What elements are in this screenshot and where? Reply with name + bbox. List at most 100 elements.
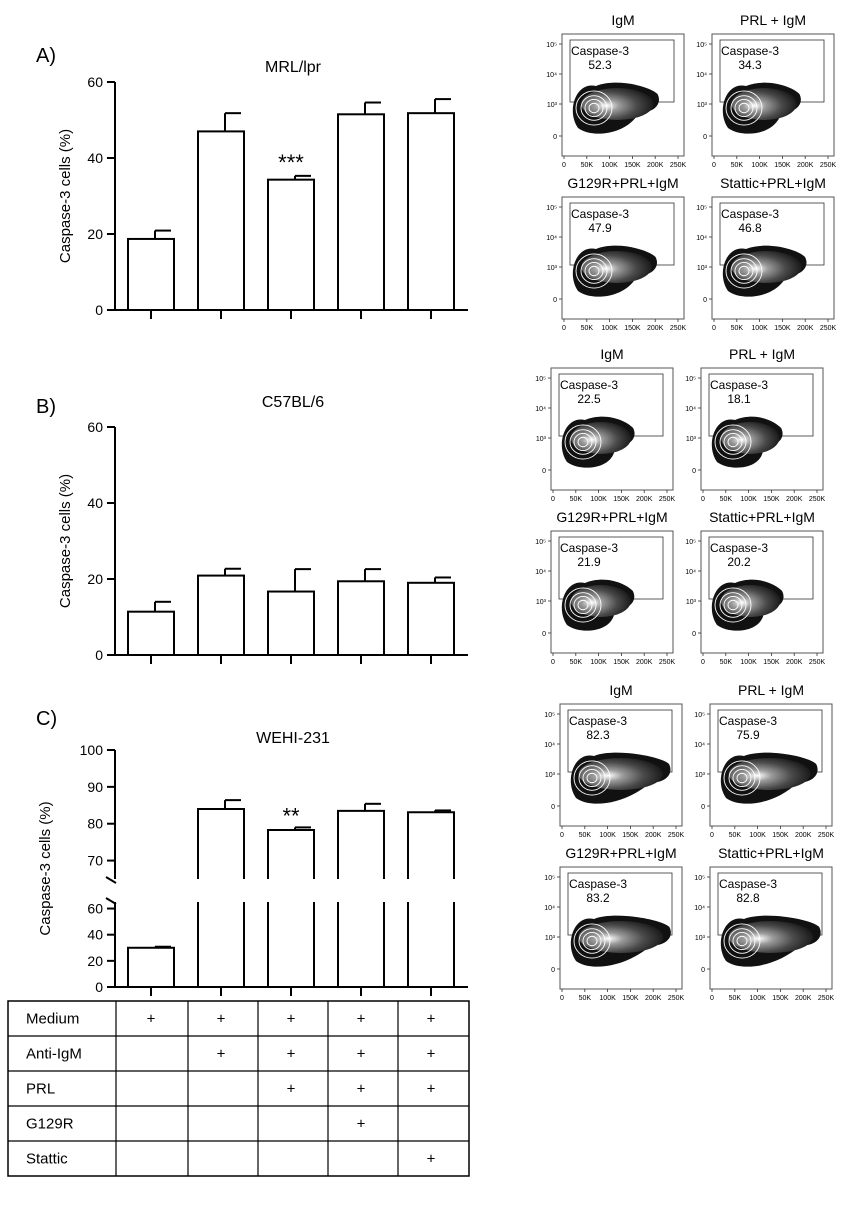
x-tick-label: 200K xyxy=(797,325,814,332)
y-tick-label: 10⁵ xyxy=(696,42,707,49)
y-tick-label: 60 xyxy=(87,901,103,917)
flow-plot: IgM Caspase-352.3 0 50K 100K 150K 200K 250K 0 10³… xyxy=(546,12,686,169)
gate-label: Caspase-3 xyxy=(569,714,627,728)
panel-label: C) xyxy=(36,708,57,730)
table-mark: + xyxy=(217,1046,226,1063)
x-tick-label: 100K xyxy=(749,995,766,1002)
density-contour xyxy=(584,98,604,117)
y-tick-label: 0 xyxy=(703,297,707,304)
y-tick-label: 90 xyxy=(87,779,103,795)
x-tick-label: 100K xyxy=(751,325,768,332)
x-tick-label: 0 xyxy=(712,162,716,169)
density-contour xyxy=(728,928,756,954)
gate-percentage: 22.5 xyxy=(577,392,601,406)
flow-plot-title: PRL + IgM xyxy=(740,12,806,28)
y-axis-label: Caspase-3 cells (%) xyxy=(57,129,74,263)
y-tick-label: 10⁴ xyxy=(544,905,555,912)
x-tick-label: 50K xyxy=(570,496,583,503)
x-tick-label: 0 xyxy=(551,496,555,503)
gate-label: Caspase-3 xyxy=(721,44,779,58)
significance-marker: ** xyxy=(282,803,300,828)
y-tick-label: 80 xyxy=(87,816,103,832)
event-density xyxy=(728,921,814,953)
bar xyxy=(127,237,175,311)
x-tick-label: 200K xyxy=(636,496,653,503)
x-tick-label: 200K xyxy=(647,162,664,169)
density-contour xyxy=(575,253,613,289)
x-tick-label: 50K xyxy=(731,162,744,169)
y-tick-label: 10³ xyxy=(695,935,706,942)
density-contour xyxy=(730,258,758,284)
y-tick-label: 10³ xyxy=(536,599,547,606)
density-contour xyxy=(734,262,754,281)
chart-title: WEHI-231 xyxy=(256,730,330,747)
bar xyxy=(267,178,315,311)
x-tick-label: 100K xyxy=(749,832,766,839)
density-contour xyxy=(569,592,597,618)
y-tick-label: 10³ xyxy=(697,265,708,272)
bar xyxy=(267,828,315,879)
flow-plot: G129R+PRL+IgM Caspase-321.9 0 50K 100K 150K 20… xyxy=(535,509,675,666)
density-contour xyxy=(730,95,758,121)
density-contour xyxy=(588,102,600,114)
y-tick-label: 10⁴ xyxy=(546,235,557,242)
density-contour xyxy=(736,772,748,784)
flow-plot-title: IgM xyxy=(600,346,623,362)
y-tick-label: 10⁴ xyxy=(535,569,546,576)
density-contour xyxy=(564,424,602,460)
event-density xyxy=(581,88,654,120)
y-tick-label: 100 xyxy=(80,742,104,758)
bar-chart-3: C) WEHI-231 Caspase-3 cells (%) 70 80 90 100 0 2… xyxy=(36,708,468,996)
x-tick-label: 200K xyxy=(786,496,803,503)
table-row-label: Stattic xyxy=(26,1151,68,1168)
x-tick-label: 0 xyxy=(560,832,564,839)
bar xyxy=(407,112,455,311)
table-mark: + xyxy=(427,1151,436,1168)
density-contour xyxy=(569,429,597,455)
gate-label: Caspase-3 xyxy=(569,877,627,891)
y-tick-label: 10⁵ xyxy=(535,539,546,546)
y-tick-label: 10⁴ xyxy=(694,742,705,749)
y-tick-label: 10⁴ xyxy=(685,406,696,413)
gate-label: Caspase-3 xyxy=(710,378,768,392)
x-tick-label: 250K xyxy=(659,496,676,503)
density-contour xyxy=(723,760,761,796)
flow-plot-title: IgM xyxy=(611,12,634,28)
flow-plot: PRL + IgM Caspase-334.3 0 50K 100K 150K 200K 25… xyxy=(696,12,836,169)
flow-plot: IgM Caspase-382.3 0 50K 100K 150K 200K 250K 0 10³… xyxy=(544,682,684,839)
density-contour xyxy=(580,95,608,121)
gate-percentage: 83.2 xyxy=(586,891,610,905)
x-tick-label: 50K xyxy=(581,325,594,332)
flow-cytometry-plots: IgM Caspase-3 52.3 0 50K 100K 150K 200K 250K 0 10³… xyxy=(535,12,836,1002)
gate-percentage: 20.2 xyxy=(727,555,751,569)
x-tick-label: 150K xyxy=(622,995,639,1002)
gate-percentage: 52.3 xyxy=(588,58,612,72)
flow-plot-title: Stattic+PRL+IgM xyxy=(709,509,815,525)
flow-plot: Stattic+PRL+IgM Caspase-346.8 0 50K 100K 150K… xyxy=(696,175,836,332)
bar xyxy=(127,610,175,656)
axis-break-mark xyxy=(105,876,117,884)
density-contour xyxy=(586,772,598,784)
table-mark: + xyxy=(287,1011,296,1028)
density-contour xyxy=(714,587,752,623)
chart-title: C57BL/6 xyxy=(262,394,324,411)
x-tick-label: 200K xyxy=(795,995,812,1002)
density-contour xyxy=(578,765,606,791)
y-tick-label: 60 xyxy=(87,419,103,435)
x-tick-label: 100K xyxy=(601,162,618,169)
flow-plot-title: Stattic+PRL+IgM xyxy=(720,175,826,191)
y-axis-label: Caspase-3 cells (%) xyxy=(57,474,74,608)
gate-percentage: 46.8 xyxy=(738,221,762,235)
y-tick-label: 0 xyxy=(553,134,557,141)
x-tick-label: 150K xyxy=(613,496,630,503)
density-contour xyxy=(727,599,739,611)
y-tick-label: 10³ xyxy=(545,935,556,942)
x-tick-label: 250K xyxy=(818,995,835,1002)
x-tick-label: 50K xyxy=(729,832,742,839)
density-contour xyxy=(728,765,756,791)
y-tick-label: 0 xyxy=(551,804,555,811)
y-tick-label: 20 xyxy=(87,226,103,242)
x-tick-label: 50K xyxy=(720,496,733,503)
